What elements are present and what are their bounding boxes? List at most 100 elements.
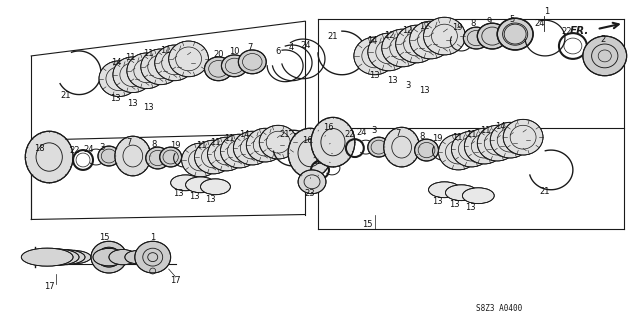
Text: 19: 19 [170, 141, 181, 150]
Ellipse shape [146, 147, 170, 169]
Text: 22: 22 [344, 130, 355, 139]
Text: 1: 1 [150, 233, 156, 242]
Ellipse shape [127, 53, 166, 89]
Text: 22: 22 [313, 158, 323, 167]
Text: 3: 3 [99, 143, 104, 152]
Ellipse shape [51, 250, 91, 264]
Text: 13: 13 [369, 71, 380, 80]
Ellipse shape [200, 179, 230, 195]
Ellipse shape [41, 249, 85, 265]
Ellipse shape [497, 18, 533, 50]
Text: 11: 11 [196, 141, 207, 150]
Ellipse shape [462, 188, 494, 204]
Text: 2: 2 [600, 34, 605, 44]
Ellipse shape [354, 37, 396, 75]
Ellipse shape [91, 241, 127, 273]
Text: S8Z3 A0400: S8Z3 A0400 [476, 304, 522, 313]
Text: 24: 24 [356, 128, 367, 137]
Text: 9: 9 [486, 17, 492, 26]
Text: 11: 11 [210, 138, 221, 147]
Text: 10: 10 [229, 48, 239, 56]
Text: 24: 24 [535, 19, 545, 28]
Ellipse shape [97, 247, 121, 267]
Text: 8: 8 [470, 19, 476, 28]
Ellipse shape [259, 125, 297, 159]
Text: 11: 11 [125, 53, 136, 63]
Ellipse shape [186, 177, 216, 193]
Text: FR.: FR. [570, 26, 589, 36]
Text: 7: 7 [395, 129, 401, 138]
Text: 4: 4 [289, 43, 294, 53]
Ellipse shape [93, 249, 125, 266]
Ellipse shape [368, 137, 390, 157]
Ellipse shape [298, 170, 326, 194]
Text: 11: 11 [224, 134, 235, 143]
Ellipse shape [384, 127, 420, 167]
Ellipse shape [477, 23, 507, 49]
Text: 13: 13 [465, 203, 476, 212]
Text: 19: 19 [452, 23, 463, 32]
Ellipse shape [109, 249, 137, 265]
Ellipse shape [26, 131, 73, 183]
Ellipse shape [234, 131, 271, 165]
Text: 7: 7 [126, 138, 132, 147]
Ellipse shape [490, 122, 530, 158]
Text: 21: 21 [279, 130, 289, 139]
Ellipse shape [311, 117, 355, 167]
Text: 11: 11 [480, 126, 490, 135]
Text: 3: 3 [371, 126, 376, 135]
Ellipse shape [238, 50, 266, 74]
Ellipse shape [160, 147, 182, 167]
Ellipse shape [503, 119, 543, 155]
Text: 17: 17 [44, 282, 54, 291]
Text: 8: 8 [151, 140, 156, 149]
Ellipse shape [207, 137, 245, 171]
Ellipse shape [205, 57, 232, 81]
Text: 1: 1 [545, 7, 550, 16]
Text: 14: 14 [239, 130, 250, 139]
Text: 3: 3 [405, 81, 410, 90]
Text: 17: 17 [170, 277, 181, 286]
Text: 8: 8 [420, 132, 425, 141]
Text: 21: 21 [61, 91, 71, 100]
Text: 19: 19 [432, 134, 443, 143]
Ellipse shape [99, 61, 139, 97]
Text: 13: 13 [143, 103, 154, 112]
Ellipse shape [445, 185, 477, 201]
Ellipse shape [113, 57, 153, 93]
Ellipse shape [31, 249, 79, 265]
Text: 22: 22 [562, 26, 572, 36]
Text: 12: 12 [385, 31, 395, 40]
Text: 24: 24 [84, 145, 94, 153]
Ellipse shape [451, 131, 492, 167]
Ellipse shape [415, 139, 438, 161]
Ellipse shape [141, 49, 180, 85]
Ellipse shape [396, 25, 438, 63]
Ellipse shape [429, 182, 460, 198]
Ellipse shape [125, 251, 148, 264]
Ellipse shape [368, 33, 410, 71]
Text: 12: 12 [403, 26, 413, 35]
Text: 18: 18 [34, 144, 45, 152]
Text: 23: 23 [305, 189, 316, 198]
Ellipse shape [583, 36, 627, 76]
Text: 13: 13 [127, 99, 138, 108]
Ellipse shape [115, 136, 151, 176]
Text: 20: 20 [213, 50, 224, 59]
Text: 14: 14 [495, 122, 506, 131]
Text: 5: 5 [509, 15, 515, 24]
Text: 3: 3 [338, 154, 344, 164]
Text: 24: 24 [324, 155, 335, 165]
Ellipse shape [410, 21, 451, 59]
Ellipse shape [169, 41, 209, 77]
Text: 16: 16 [301, 136, 312, 145]
Text: 15: 15 [362, 220, 373, 229]
Text: 13: 13 [419, 86, 430, 95]
Text: 6: 6 [275, 48, 281, 56]
Ellipse shape [288, 128, 332, 178]
Text: 13: 13 [189, 192, 200, 201]
Text: 13: 13 [449, 200, 460, 209]
Text: 14: 14 [367, 35, 378, 45]
Text: 11: 11 [466, 130, 477, 139]
Ellipse shape [221, 55, 247, 77]
